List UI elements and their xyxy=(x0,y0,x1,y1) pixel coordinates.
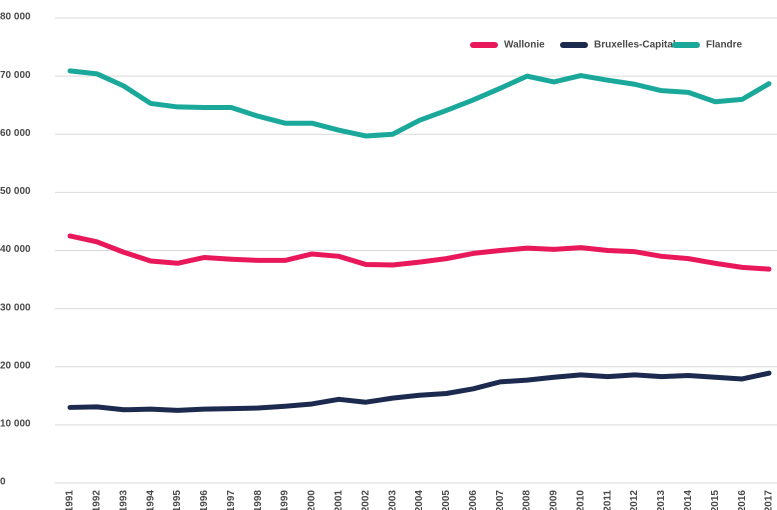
x-tick-label: 2005 xyxy=(441,490,452,510)
x-tick-label: 2007 xyxy=(495,490,506,510)
x-tick-label: 2011 xyxy=(602,490,613,510)
x-tick-label: 2012 xyxy=(629,490,640,510)
y-tick-label: 40 000 xyxy=(0,244,31,255)
y-tick-label: 60 000 xyxy=(0,128,31,139)
legend-label: Flandre xyxy=(706,40,743,51)
legend-label: Wallonie xyxy=(504,40,545,51)
line-series xyxy=(67,233,772,272)
x-tick-label: 1999 xyxy=(280,490,291,510)
x-tick-label: 2008 xyxy=(522,490,533,510)
x-tick-label: 2010 xyxy=(575,490,586,510)
x-tick-label: 1995 xyxy=(172,490,183,510)
y-tick-label: 50 000 xyxy=(0,186,31,197)
line-series xyxy=(67,68,772,139)
x-tick-label: 2004 xyxy=(414,490,425,510)
x-tick-label: 2009 xyxy=(549,490,560,510)
x-tick-label: 1998 xyxy=(253,490,264,510)
x-tick-label: 1993 xyxy=(118,490,129,510)
x-tick-label: 1997 xyxy=(226,490,237,510)
y-tick-label: 0 xyxy=(0,477,6,488)
legend-label: Bruxelles-Capitale xyxy=(594,40,682,51)
x-tick-label: 2014 xyxy=(683,490,694,510)
x-tick-label: 2015 xyxy=(710,490,721,510)
x-tick-label: 2016 xyxy=(737,490,748,510)
y-tick-label: 30 000 xyxy=(0,302,31,313)
y-tick-label: 80 000 xyxy=(0,12,31,23)
x-tick-label: 2001 xyxy=(333,490,344,510)
x-tick-label: 2000 xyxy=(307,490,318,510)
x-tick-label: 2002 xyxy=(360,490,371,510)
x-tick-label: 2006 xyxy=(468,490,479,510)
x-tick-label: 1992 xyxy=(92,490,103,510)
x-tick-label: 1996 xyxy=(199,490,210,510)
x-tick-label: 2003 xyxy=(387,490,398,510)
x-tick-label: 2013 xyxy=(656,490,667,510)
y-tick-label: 70 000 xyxy=(0,70,31,81)
x-tick-label: 1994 xyxy=(145,490,156,510)
y-tick-label: 20 000 xyxy=(0,360,31,371)
x-tick-label: 1991 xyxy=(65,490,76,510)
y-tick-label: 10 000 xyxy=(0,419,31,430)
x-tick-label: 2017 xyxy=(764,490,775,510)
line-series xyxy=(67,370,772,413)
